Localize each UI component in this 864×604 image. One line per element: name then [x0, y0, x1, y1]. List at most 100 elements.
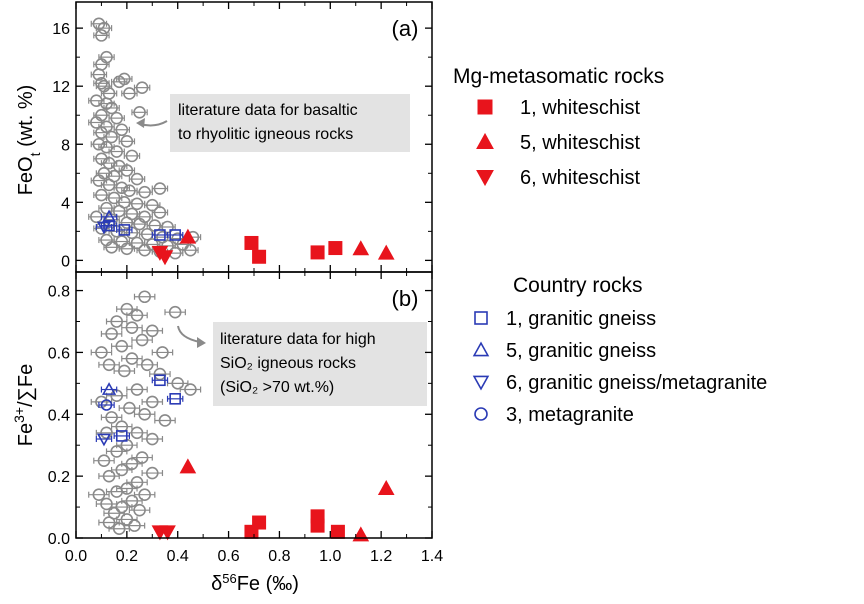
annotation-arrowhead	[197, 337, 206, 348]
data-point	[123, 401, 136, 415]
data-point	[145, 324, 159, 338]
annotation-box	[213, 322, 427, 406]
series-1-granitic-gneiss	[100, 219, 184, 241]
legend-label: 1, whiteschist	[520, 97, 640, 119]
data-point	[145, 395, 159, 409]
data-point	[107, 506, 121, 520]
data-point	[145, 432, 159, 446]
series-6-granitic-gneiss-metagranite	[95, 433, 113, 447]
x-tick-label: 1.0	[319, 548, 341, 565]
legend-label: 6, whiteschist	[520, 167, 640, 189]
data-point	[96, 221, 112, 235]
x-axis-title-part: Fe (‰)	[237, 573, 299, 595]
data-point	[171, 377, 185, 390]
annotation-text: to rhyolitic igneous rocks	[178, 126, 353, 143]
legend-label: 3, metagranite	[506, 404, 634, 426]
y-axis-title-sub: t	[27, 152, 43, 156]
annotation-text: SiO₂ igneous rocks	[220, 355, 356, 372]
data-point	[101, 382, 117, 395]
annotation-text: (SiO₂ >70 wt.%)	[220, 379, 334, 396]
data-point	[169, 229, 181, 241]
data-point	[125, 352, 139, 365]
series-6-whiteschist	[151, 525, 176, 541]
legend-title-mg: Mg-metasomatic rocks	[453, 65, 664, 88]
data-point	[90, 116, 103, 129]
legend-marker	[472, 341, 490, 357]
data-point	[120, 242, 134, 256]
series-5-whiteschist	[179, 458, 395, 542]
legend: Mg-metasomatic rocks 1, whiteschist 5, whi…	[453, 65, 767, 426]
data-point	[179, 458, 197, 474]
data-point	[95, 29, 108, 42]
y-axis-title-part: /∑Fe	[15, 364, 37, 407]
y-axis-title-sup: 3+	[11, 407, 27, 423]
y-tick-label: 4	[61, 195, 70, 212]
data-point	[153, 206, 167, 219]
series-6-whiteschist	[151, 245, 174, 266]
panel-label: (a)	[392, 16, 419, 41]
data-point	[125, 321, 139, 334]
data-point	[138, 185, 151, 199]
data-point	[153, 367, 167, 381]
data-point	[105, 130, 118, 144]
annotation-text: literature data for basaltic	[178, 102, 358, 119]
data-point	[328, 241, 343, 256]
legend-marker	[474, 311, 488, 325]
y-tick-label: 0.6	[48, 345, 70, 362]
x-tick-label: 0.4	[167, 548, 189, 565]
data-point	[97, 454, 111, 467]
data-point	[96, 433, 112, 447]
series-3-metagranite	[98, 399, 115, 411]
data-point	[115, 430, 128, 442]
data-point	[110, 485, 123, 498]
data-point	[102, 358, 116, 372]
annotation-arrowhead	[136, 118, 145, 128]
data-point	[105, 101, 118, 115]
data-point	[112, 522, 126, 536]
legend-marker	[474, 407, 488, 421]
data-point	[138, 488, 151, 501]
data-point	[184, 243, 197, 257]
y-tick-label: 12	[52, 79, 70, 96]
data-point	[100, 497, 113, 511]
legend-title-country: Country rocks	[513, 274, 643, 297]
legend-marker	[477, 99, 493, 115]
y-tick-label: 0.2	[48, 469, 70, 486]
legend-label: 5, whiteschist	[520, 132, 640, 154]
data-point	[330, 524, 345, 539]
data-point	[377, 480, 395, 495]
legend-marker	[472, 375, 490, 391]
data-point	[115, 420, 129, 433]
data-point	[252, 249, 267, 264]
data-point	[115, 123, 129, 137]
data-point	[252, 515, 267, 530]
annotation-arrow	[177, 325, 201, 343]
y-tick-label: 0.8	[48, 284, 70, 301]
data-point	[120, 135, 134, 148]
data-point	[123, 184, 136, 198]
panel-a: literature data for basaltic to rhyolitic…	[52, 1, 433, 273]
data-point	[97, 21, 111, 35]
data-point	[138, 290, 151, 304]
data-point	[118, 364, 131, 378]
series-6-granitic-gneiss-metagranite	[95, 221, 113, 235]
data-point	[130, 309, 144, 322]
series-1-whiteschist	[244, 235, 343, 264]
data-point	[159, 525, 176, 541]
data-point	[92, 68, 106, 81]
data-point	[377, 244, 395, 260]
data-point	[154, 229, 166, 241]
series-1-granitic-gneiss	[113, 374, 184, 442]
data-point	[120, 513, 134, 526]
series-5-granitic-gneiss	[100, 382, 118, 395]
data-point	[184, 383, 197, 396]
data-point	[168, 305, 182, 319]
data-point	[101, 209, 117, 223]
data-point	[133, 503, 146, 517]
data-point	[95, 126, 108, 139]
x-axis-title-part: δ	[211, 573, 222, 595]
series-5-granitic-gneiss	[100, 209, 118, 223]
data-point	[130, 383, 144, 396]
data-point	[123, 87, 136, 100]
panel-label: (b)	[392, 286, 419, 311]
